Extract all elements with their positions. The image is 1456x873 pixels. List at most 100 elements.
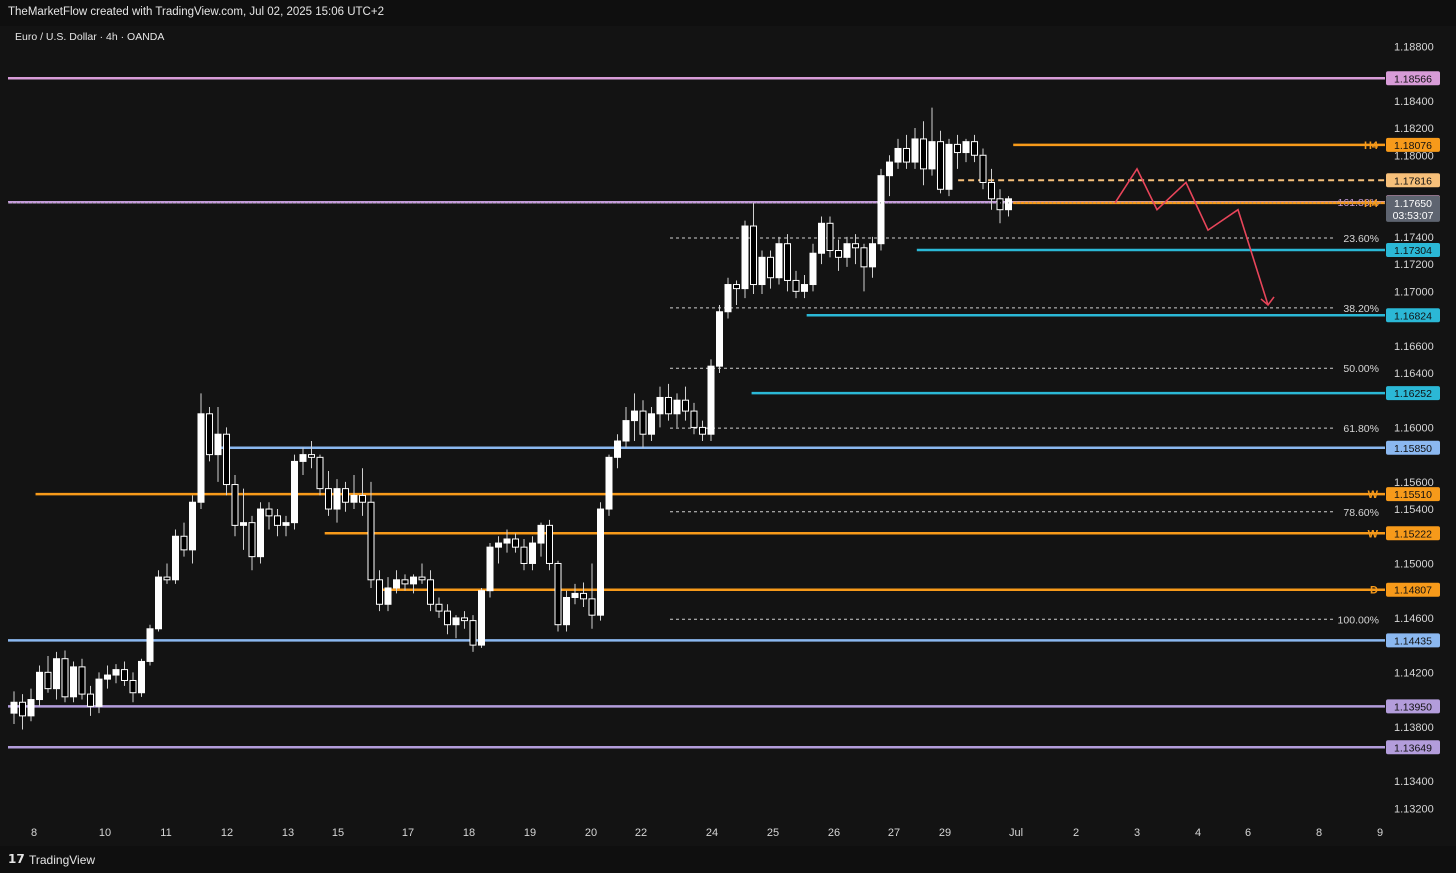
- candle-body: [648, 413, 655, 435]
- candle-body: [112, 669, 120, 676]
- candle-body: [393, 579, 400, 589]
- price-badge: [1386, 740, 1440, 755]
- price-badge-label: 1.15510: [1394, 489, 1432, 501]
- fib-label: 78.60%: [1343, 507, 1379, 519]
- candle-body: [231, 484, 239, 526]
- price-axis: [1385, 26, 1456, 822]
- candle-body: [410, 576, 417, 585]
- candle-body: [707, 365, 715, 435]
- candle-body: [741, 225, 749, 290]
- x-tick-label: 12: [221, 827, 233, 839]
- candle-body: [733, 284, 740, 290]
- price-badge: [1386, 71, 1440, 86]
- candle-body: [937, 141, 944, 190]
- candle-body: [860, 247, 868, 268]
- candle-body: [384, 587, 392, 605]
- x-tick-label: 25: [767, 827, 779, 839]
- candle-body: [121, 669, 128, 681]
- price-badge-label: 1.17304: [1394, 245, 1432, 257]
- candle-body: [359, 494, 366, 503]
- candle-body: [903, 147, 910, 163]
- y-tick-label: 1.15400: [1394, 504, 1434, 516]
- candle-body: [809, 252, 817, 286]
- y-tick-label: 1.13400: [1394, 776, 1434, 788]
- x-tick-label: 9: [1377, 827, 1383, 839]
- candle-body: [529, 542, 536, 564]
- x-tick-label: 6: [1245, 827, 1251, 839]
- candle-body: [223, 433, 230, 486]
- y-tick-label: 1.17400: [1394, 232, 1434, 244]
- candle-body: [189, 501, 196, 551]
- candle-body: [792, 279, 800, 292]
- candle-body: [622, 420, 630, 442]
- price-badge: [1386, 137, 1440, 152]
- candle-body: [758, 256, 766, 286]
- price-badge-label: 1.17816: [1394, 175, 1432, 187]
- candle-body: [316, 456, 324, 490]
- candle-body: [469, 620, 477, 646]
- level-tag: W: [1368, 528, 1379, 540]
- candle-body: [95, 678, 103, 707]
- fib-label: 50.00%: [1343, 363, 1379, 375]
- candle-body: [19, 701, 26, 717]
- candle-body: [597, 508, 604, 616]
- candle-body: [979, 154, 987, 183]
- candle-body: [376, 579, 383, 605]
- y-tick-label: 1.14200: [1394, 667, 1434, 679]
- candle-body: [775, 243, 783, 279]
- candle-body: [1005, 198, 1012, 211]
- candle-body: [835, 250, 842, 258]
- candle-body: [520, 546, 528, 564]
- price-badge: [1386, 582, 1440, 597]
- price-badge-label: 1.14435: [1394, 635, 1432, 647]
- candle-body: [486, 546, 494, 592]
- x-tick-label: 22: [635, 827, 647, 839]
- x-tick-label: Jul: [1009, 827, 1023, 839]
- candle-body: [503, 538, 511, 544]
- candle-body: [61, 658, 69, 698]
- x-tick-label: 18: [463, 827, 475, 839]
- countdown-label: 03:53:07: [1393, 210, 1434, 222]
- candle-body: [716, 311, 723, 367]
- price-badge: [1386, 487, 1440, 502]
- candle-body: [274, 515, 281, 526]
- candle-body: [350, 494, 358, 503]
- candle-body: [818, 222, 825, 254]
- candle-body: [988, 181, 995, 200]
- candle-body: [138, 660, 145, 694]
- candle-body: [911, 138, 919, 163]
- candle-body: [495, 542, 502, 548]
- candle-body: [588, 598, 596, 616]
- x-tick-label: 29: [939, 827, 951, 839]
- candle-body: [869, 243, 876, 268]
- candle-body: [44, 671, 52, 690]
- candle-body: [104, 674, 111, 680]
- x-tick-label: 19: [524, 827, 536, 839]
- price-badge: [1386, 440, 1440, 455]
- candle-body: [291, 460, 298, 524]
- candle-body: [401, 579, 409, 585]
- price-badge-label: 1.15850: [1394, 443, 1432, 455]
- price-badge: [1386, 633, 1440, 648]
- y-tick-label: 1.14600: [1394, 613, 1434, 625]
- candle-body: [877, 175, 885, 245]
- candle-body: [537, 524, 545, 544]
- caption-text: TheMarketFlow created with TradingView.c…: [8, 6, 384, 18]
- price-badge: [1386, 173, 1440, 188]
- candle-body: [78, 666, 86, 695]
- candle-body: [682, 399, 689, 412]
- candle-body: [299, 454, 307, 462]
- y-tick-label: 1.15000: [1394, 558, 1434, 570]
- candle-body: [784, 243, 791, 281]
- candle-body: [146, 628, 154, 662]
- candle-body: [512, 538, 519, 548]
- candle-body: [580, 592, 587, 600]
- candle-body: [257, 508, 264, 558]
- x-tick-label: 15: [332, 827, 344, 839]
- candle-body: [894, 147, 902, 163]
- fib-label: 23.60%: [1343, 233, 1379, 245]
- chart-title: Euro / U.S. Dollar · 4h · OANDA: [15, 31, 164, 43]
- x-tick-label: 3: [1134, 827, 1140, 839]
- candle-body: [36, 671, 43, 701]
